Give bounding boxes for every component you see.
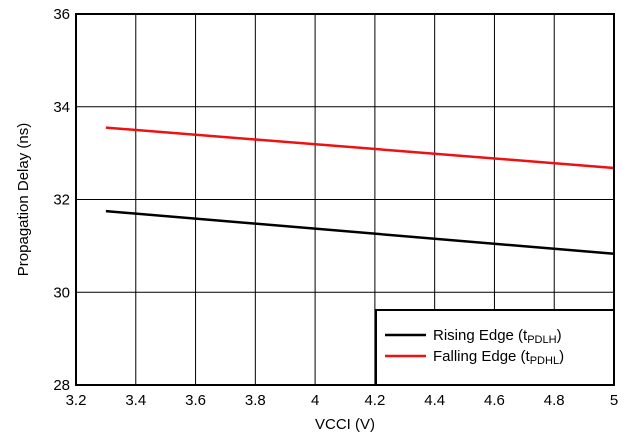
x-tick-label: 3.6: [185, 392, 206, 409]
x-tick-label: 3.2: [66, 392, 87, 409]
x-tick-labels: 3.2 3.4 3.6 3.8 4 4.2 4.4 4.6 4.8 5: [66, 392, 619, 409]
x-tick-label: 3.8: [245, 392, 266, 409]
y-tick-label: 32: [53, 192, 70, 209]
y-tick-label: 34: [53, 99, 70, 116]
x-tick-label: 4: [311, 392, 319, 409]
y-tick-label: 30: [53, 284, 70, 301]
x-tick-label: 5: [610, 392, 618, 409]
legend-label-rising-edge: Rising Edge (tPDLH): [433, 327, 562, 346]
series-line-falling-edge: [105, 126, 615, 170]
legend-label-falling-edge: Falling Edge (tPDHL): [433, 348, 564, 367]
y-axis-label: Propagation Delay (ns): [15, 123, 32, 276]
legend: Rising Edge (tPDLH) Falling Edge (tPDHL): [375, 309, 615, 386]
x-tick-label: 3.4: [125, 392, 146, 409]
series-lines: [105, 126, 615, 256]
x-tick-label: 4.4: [424, 392, 445, 409]
x-tick-label: 4.6: [484, 392, 505, 409]
x-tick-label: 4.2: [364, 392, 385, 409]
x-tick-label: 4.8: [544, 392, 565, 409]
y-tick-label: 36: [53, 6, 70, 23]
grid: [76, 14, 614, 385]
plot-frame: [75, 13, 615, 386]
y-tick-labels: 28 30 32 34 36: [53, 6, 70, 394]
x-axis-label: VCCI (V): [315, 416, 375, 433]
series-line-rising-edge: [105, 209, 615, 256]
legend-box: [375, 309, 615, 386]
y-tick-label: 28: [53, 377, 70, 394]
